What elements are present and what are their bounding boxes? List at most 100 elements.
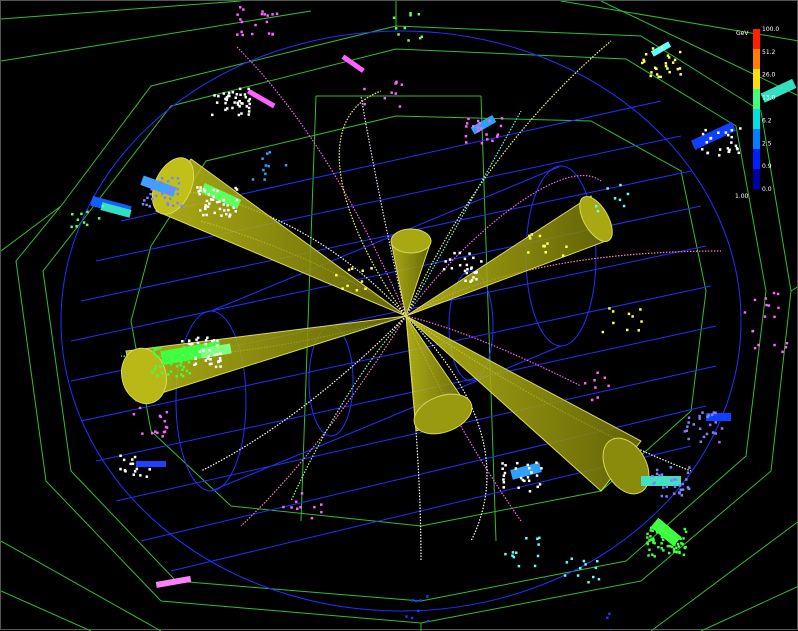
hit-point [656,473,659,476]
hit-point [470,266,473,269]
hit-point [606,617,609,620]
hit-point [161,193,164,196]
hit-point [645,53,648,56]
hit-point [102,205,105,208]
energy-scale-tick-label: 2.5 [762,140,772,147]
hit-point [662,527,665,530]
hit-point [711,414,714,417]
hit-point [134,470,137,473]
hit-point [525,537,528,540]
hit-point [654,67,657,70]
hit-point [245,96,248,99]
hit-point [670,466,673,469]
hit-point [527,251,530,254]
hit-point [662,539,665,542]
hit-point [688,466,691,469]
hit-point [667,545,670,548]
hit-point [512,551,515,554]
energy-scale-band [753,129,760,150]
hit-point [177,359,180,362]
hit-point [335,274,338,277]
hit-point [83,221,86,224]
hit-point [623,205,626,208]
hit-point [727,134,730,137]
hit-point [530,471,533,474]
hit-point [393,17,396,20]
hit-point [271,33,274,36]
hit-point [685,531,688,534]
hit-point [226,107,229,110]
hit-point [688,487,691,490]
hit-point [142,203,145,206]
hit-point [781,351,784,354]
hit-point [151,198,154,201]
hit-point [653,555,656,558]
hit-point [202,214,205,217]
hit-point [155,195,158,198]
hit-point [223,209,226,212]
hit-point [206,337,209,340]
hit-point [700,441,703,444]
hit-point [710,137,713,140]
hit-point [397,33,400,36]
hit-point [685,478,688,481]
hit-point [443,268,446,271]
hit-point [684,546,687,549]
hit-point [662,549,665,552]
hit-point [518,565,521,568]
hit-point [119,468,122,471]
hit-point [141,432,144,435]
hit-point [395,92,398,95]
hit-point [188,340,191,343]
hit-point [363,103,366,106]
hit-point [189,372,192,375]
hit-point [223,92,226,95]
hit-point [686,425,689,428]
hit-point [213,94,216,97]
hit-point [133,413,136,416]
hit-point [182,375,185,378]
hit-point [592,576,595,579]
hit-point [134,456,137,459]
hit-point [151,371,154,374]
hit-point [674,59,677,62]
hit-point [673,548,676,551]
hit-point [395,27,398,30]
hit-point [240,31,243,33]
hit-point [417,610,420,613]
hit-point [661,46,664,49]
jet-cones [116,151,659,502]
hit-point [176,365,179,368]
hit-point [657,76,660,79]
hit-point [652,483,655,486]
hit-point [219,352,222,355]
hit-point [188,361,191,364]
hit-point [119,455,122,458]
hit-point [652,538,655,541]
hit-point [466,268,469,271]
hit-point [167,373,170,376]
hit-point [466,264,469,267]
hit-point [597,396,600,399]
hit-point [207,205,210,208]
hit-point [565,246,568,249]
hit-point [224,102,227,105]
hit-point [679,73,682,76]
hit-point [248,113,251,116]
hit-point [777,293,780,296]
hit-point [180,351,183,354]
hit-point [503,481,506,484]
hit-point [754,347,757,350]
hit-point [736,147,739,150]
hit-point [168,192,171,195]
hit-point [477,120,480,123]
hit-point [219,357,222,360]
hit-point [390,91,393,94]
hit-point [674,485,677,488]
energy-scale-band [753,149,760,170]
hit-point [668,552,671,555]
hit-point [295,501,298,504]
hit-point [214,354,217,357]
